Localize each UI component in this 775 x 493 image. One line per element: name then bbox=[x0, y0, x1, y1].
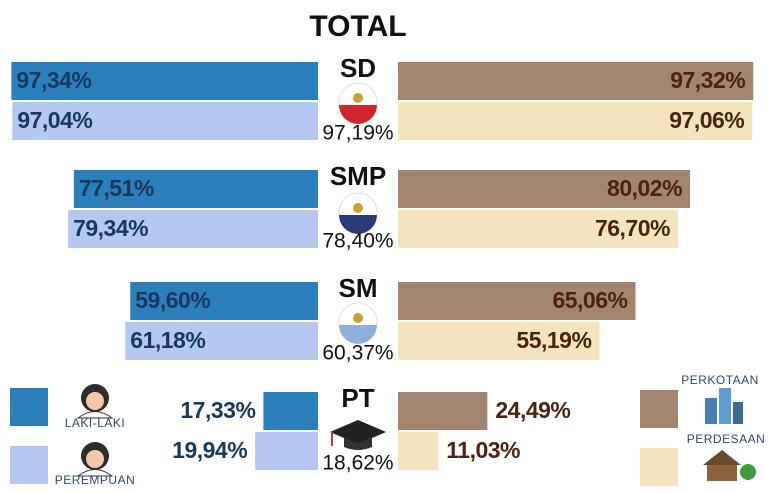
bar bbox=[73, 170, 318, 208]
bar bbox=[130, 282, 318, 320]
value-label: 77,51% bbox=[79, 175, 154, 201]
bar bbox=[68, 210, 318, 248]
bar bbox=[263, 392, 318, 430]
value-label: 97,06% bbox=[669, 107, 744, 133]
bar bbox=[12, 102, 318, 140]
value-label: 11,03% bbox=[446, 437, 520, 463]
legend-swatch bbox=[10, 388, 48, 426]
value-label: 97,34% bbox=[16, 67, 91, 93]
value-label: 55,19% bbox=[516, 327, 591, 353]
total-label: 78,40% bbox=[322, 230, 393, 253]
value-label: 24,49% bbox=[495, 397, 570, 423]
value-label: 97,32% bbox=[670, 67, 745, 93]
legend-label: PERDESAAN bbox=[687, 432, 766, 446]
value-label: 19,94% bbox=[172, 437, 247, 463]
bar bbox=[398, 322, 600, 360]
value-label: 59,60% bbox=[135, 287, 210, 313]
bar bbox=[11, 62, 319, 100]
legend-swatch bbox=[640, 390, 678, 428]
legend-label: PERKOTAAN bbox=[681, 373, 759, 387]
value-label: 76,70% bbox=[595, 215, 670, 241]
bar bbox=[398, 170, 691, 208]
category-label: SM bbox=[339, 273, 378, 303]
category-label: SD bbox=[340, 53, 376, 83]
total-label: 97,19% bbox=[322, 122, 393, 145]
icons bbox=[76, 82, 756, 481]
legend-swatch bbox=[640, 448, 678, 486]
title: TOTAL bbox=[309, 10, 406, 43]
bar bbox=[255, 432, 318, 470]
legend-swatch bbox=[10, 446, 48, 484]
bar bbox=[398, 102, 753, 140]
category-label: SMP bbox=[330, 161, 386, 191]
total-label: 60,37% bbox=[322, 342, 393, 365]
value-label: 97,04% bbox=[17, 107, 92, 133]
bar bbox=[125, 322, 319, 360]
value-label: 80,02% bbox=[607, 175, 682, 201]
legend-label: LAKI-LAKI bbox=[65, 416, 126, 430]
legend-label: PEREMPUAN bbox=[55, 473, 136, 487]
value-label: 79,34% bbox=[73, 215, 148, 241]
value-label: 17,33% bbox=[180, 397, 255, 423]
value-label: 61,18% bbox=[130, 327, 205, 353]
bar bbox=[398, 210, 678, 248]
bar bbox=[398, 392, 488, 430]
bar bbox=[398, 62, 754, 100]
bar bbox=[398, 432, 439, 470]
category-label: PT bbox=[341, 383, 374, 413]
bar bbox=[398, 282, 636, 320]
total-label: 18,62% bbox=[322, 452, 393, 475]
value-label: 65,06% bbox=[552, 287, 627, 313]
